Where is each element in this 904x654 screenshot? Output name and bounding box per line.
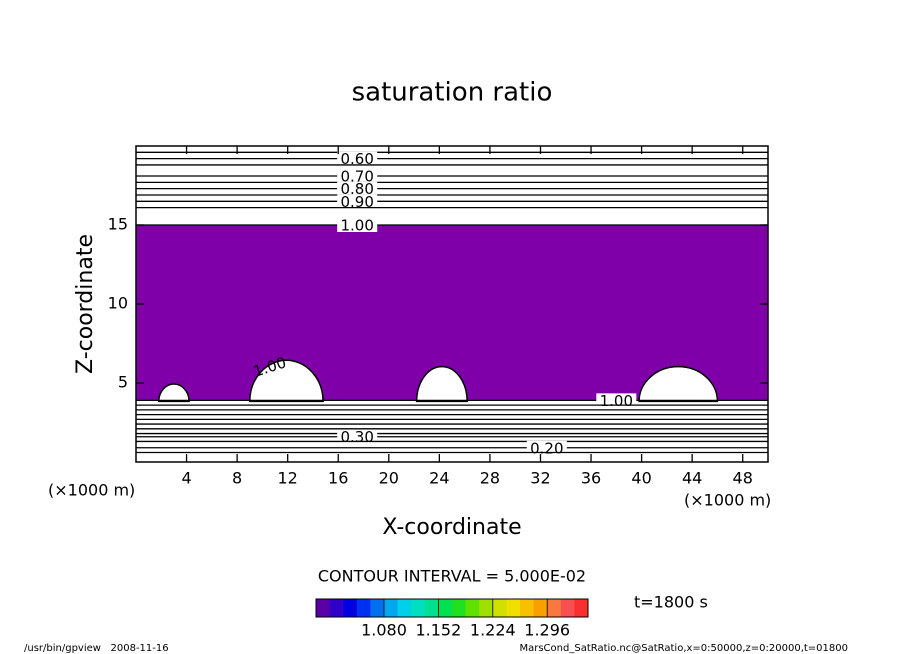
- y-tick-label: 15: [108, 215, 128, 234]
- x-tick-label: 16: [328, 469, 348, 488]
- contour-label: 0.60: [340, 150, 373, 168]
- y-unit: (×1000 m): [48, 481, 135, 500]
- chart-title: saturation ratio: [352, 78, 553, 108]
- colorbar-cell: [384, 599, 399, 617]
- colorbar-cell: [329, 599, 344, 617]
- colorbar-cell: [465, 599, 480, 617]
- footer-left: /usr/bin/gpview 2008-11-16: [24, 643, 169, 654]
- contour-label: 0.70: [340, 168, 373, 186]
- x-tick-label: 44: [682, 469, 702, 488]
- contour-label-bg: [337, 429, 378, 444]
- colorbar-cell: [547, 599, 562, 617]
- colorbar-label: 1.080: [361, 621, 407, 640]
- colorbar-cell: [506, 599, 521, 617]
- x-tick-label: 12: [278, 469, 298, 488]
- colorbar-cell: [533, 599, 548, 617]
- footer-right: MarsCond_SatRatio.nc@SatRatio,x=0:50000,…: [519, 643, 848, 654]
- x-tick-label: 32: [530, 469, 550, 488]
- clear-region: [638, 365, 719, 403]
- colorbar-cell: [316, 599, 331, 617]
- x-tick-label: 20: [379, 469, 399, 488]
- colorbar-cell: [343, 599, 358, 617]
- colorbar-cell: [411, 599, 426, 617]
- y-tick-label: 5: [118, 373, 128, 392]
- x-tick-label: 36: [581, 469, 601, 488]
- x-tick-label: 40: [631, 469, 651, 488]
- colorbar-cell: [424, 599, 439, 617]
- colorbar-cell: [479, 599, 494, 617]
- contour-label-bg: [337, 181, 378, 196]
- contour-label: 0.80: [340, 180, 373, 198]
- contour-label-bg: [526, 440, 567, 455]
- colorbar-label: 1.296: [524, 621, 570, 640]
- contour-label-bg: [337, 194, 378, 209]
- clear-region: [249, 359, 324, 403]
- contour-label: 1.00: [600, 392, 633, 410]
- contour-label-bg: [596, 393, 637, 408]
- contour-label: 0.20: [530, 439, 563, 457]
- x-unit: (×1000 m): [684, 491, 771, 510]
- colorbar-frame: [315, 598, 589, 618]
- contour-label: 1.00: [340, 217, 373, 235]
- colorbar-label: 1.224: [470, 621, 516, 640]
- colorbar-cell: [370, 599, 385, 617]
- x-tick-label: 24: [429, 469, 449, 488]
- clear-region: [415, 365, 468, 403]
- x-axis-label: X-coordinate: [382, 515, 521, 540]
- x-tick-label: 48: [733, 469, 753, 488]
- colorbar-cell: [356, 599, 371, 617]
- colorbar-cell: [574, 599, 589, 617]
- x-tick-label: 4: [181, 469, 191, 488]
- contour-label-bg: [337, 218, 378, 232]
- time-label: t=1800 s: [634, 593, 708, 612]
- y-axis-label: Z-coordinate: [73, 234, 98, 374]
- contour-label-bg: [337, 151, 378, 166]
- contour-label: 0.90: [340, 193, 373, 211]
- colorbar-cell: [397, 599, 412, 617]
- colorbar-cell: [452, 599, 467, 617]
- colorbar-cell: [492, 599, 507, 617]
- contour-interval: CONTOUR INTERVAL = 5.000E-02: [318, 567, 586, 586]
- colorbar-cell: [438, 599, 453, 617]
- x-tick-label: 8: [232, 469, 242, 488]
- clear-region: [158, 383, 190, 403]
- contour-label: 0.30: [340, 428, 373, 446]
- contour-label-bg: [337, 169, 378, 184]
- colorbar-cell: [520, 599, 535, 617]
- x-tick-label: 28: [480, 469, 500, 488]
- colorbar-label: 1.152: [415, 621, 461, 640]
- colorbar-cell: [560, 599, 575, 617]
- y-tick-label: 10: [108, 294, 128, 313]
